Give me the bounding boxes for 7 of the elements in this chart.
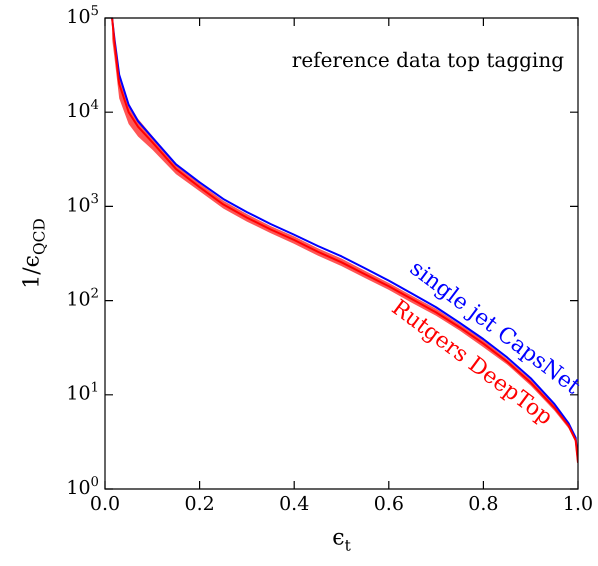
x-tick-label: 1.0 — [562, 492, 594, 515]
x-tick-label: 0.2 — [184, 492, 215, 515]
annotation: reference data top tagging — [292, 48, 564, 72]
x-tick-label: 0.6 — [374, 492, 404, 515]
x-tick-label: 0.8 — [468, 492, 499, 515]
x-tick-label: 0.4 — [279, 492, 310, 515]
y-axis-title: 1/ϵQCD — [20, 218, 49, 289]
